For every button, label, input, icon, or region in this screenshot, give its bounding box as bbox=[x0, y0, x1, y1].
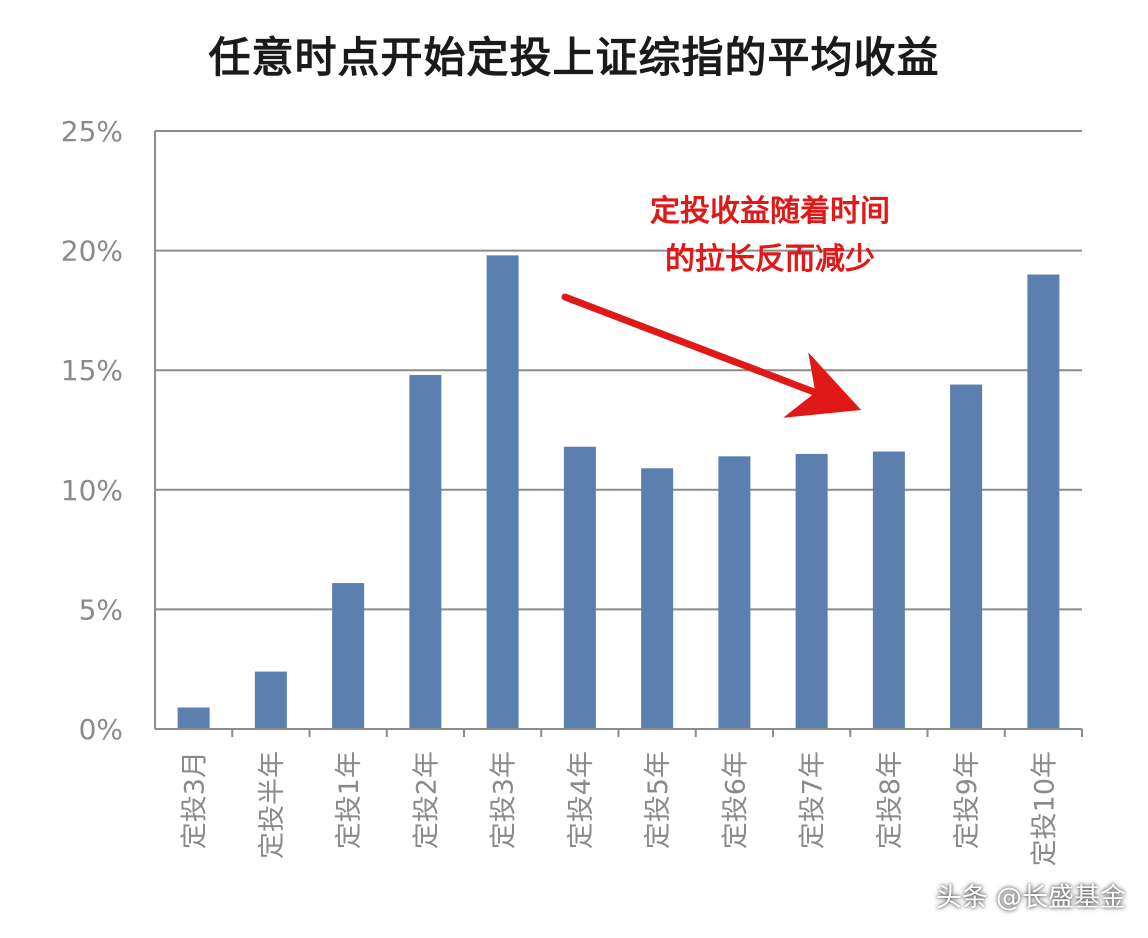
bar bbox=[332, 583, 365, 729]
x-tick-label: 定投5年 bbox=[643, 751, 674, 849]
y-tick-label: 25% bbox=[61, 115, 123, 148]
watermark: 头条 @长盛基金 bbox=[935, 883, 1126, 913]
bar bbox=[641, 468, 674, 729]
axes bbox=[154, 131, 1083, 737]
x-tick-label: 定投4年 bbox=[566, 751, 597, 849]
grid-lines bbox=[155, 130, 1082, 611]
bar bbox=[254, 671, 287, 729]
x-tick-label: 定投8年 bbox=[875, 751, 906, 849]
annotation-line-1: 定投收益随着时间 bbox=[650, 194, 890, 229]
y-tick-label: 15% bbox=[61, 354, 123, 387]
x-tick-label: 定投7年 bbox=[798, 751, 829, 849]
chart-title: 任意时点开始定投上证综指的平均收益 bbox=[208, 33, 940, 82]
bar bbox=[409, 374, 442, 729]
y-axis-ticks: 0% 5% 10% 15% 20% 25% bbox=[61, 115, 123, 746]
y-tick-label: 0% bbox=[79, 713, 123, 746]
bar bbox=[950, 384, 983, 729]
bar bbox=[718, 456, 751, 729]
bar bbox=[1027, 274, 1060, 729]
x-tick-label: 定投2年 bbox=[411, 751, 442, 849]
x-tick-label: 定投9年 bbox=[952, 751, 983, 849]
y-tick-label: 10% bbox=[61, 474, 123, 507]
x-tick-label: 定投3年 bbox=[489, 751, 520, 849]
annotation-line-2: 的拉长反而减少 bbox=[665, 242, 875, 277]
annotation-text: 定投收益随着时间 的拉长反而减少 bbox=[560, 188, 980, 284]
x-tick-label: 定投10年 bbox=[1029, 751, 1060, 866]
bar bbox=[795, 453, 828, 729]
bar bbox=[563, 446, 596, 729]
x-tick-label: 定投6年 bbox=[720, 751, 751, 849]
annotation-arrow bbox=[561, 293, 862, 418]
x-tick-label: 定投1年 bbox=[334, 751, 365, 849]
y-tick-label: 5% bbox=[79, 593, 123, 626]
x-tick-label: 定投3月 bbox=[180, 751, 211, 849]
bar bbox=[177, 707, 210, 729]
bars bbox=[177, 255, 1060, 729]
bar bbox=[872, 451, 905, 729]
y-tick-label: 20% bbox=[61, 235, 123, 268]
x-tick-label: 定投半年 bbox=[257, 751, 288, 859]
bar bbox=[486, 255, 519, 729]
x-axis-ticks: 定投3月 定投半年 定投1年 定投2年 定投3年 定投4年 定投5年 定投6年 定投7年 定投8年… bbox=[180, 751, 1061, 866]
